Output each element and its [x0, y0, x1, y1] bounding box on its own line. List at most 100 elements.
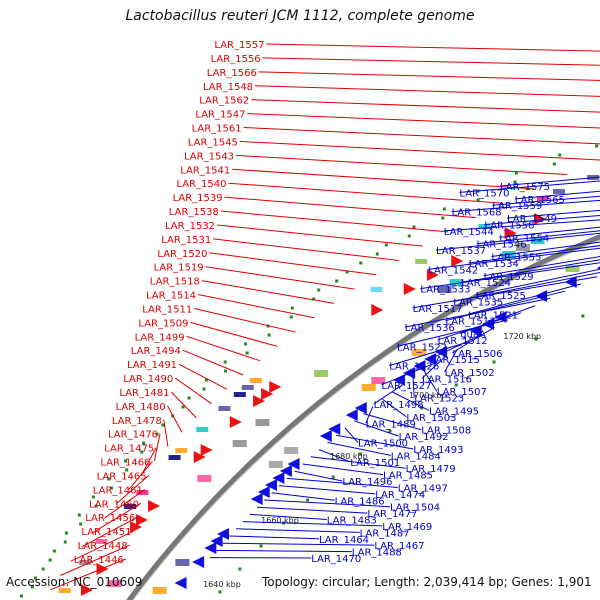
left-leader-line	[194, 307, 296, 333]
gene-block	[437, 286, 452, 293]
reverse-gene-arrow	[319, 430, 332, 442]
left-leader-line	[178, 363, 228, 390]
left-gene-label: LAR_1511	[142, 304, 192, 315]
forward-gene-arrow	[403, 283, 416, 295]
right-gene-label: LAR_1488	[352, 548, 402, 559]
genome-summary-text: Topology: circular; Length: 2,039,414 bp…	[262, 575, 592, 589]
gc-dot	[187, 396, 191, 400]
right-leader-line	[483, 255, 600, 277]
gene-block	[371, 377, 386, 384]
right-gene-label: LAR_1534	[469, 259, 519, 270]
gc-dot	[77, 513, 81, 517]
gc-dot-inner	[331, 475, 335, 479]
gc-dot	[94, 504, 98, 508]
right-leader-line	[506, 209, 600, 219]
right-gene-label: LAR_1575	[500, 182, 550, 193]
right-leader-line	[279, 485, 376, 495]
right-gene-label: LAR_1507	[437, 387, 487, 398]
right-gene-label: LAR_1525	[476, 291, 526, 302]
right-gene-label: LAR_1517	[413, 304, 463, 315]
left-gene-label: LAR_1545	[188, 137, 238, 148]
gene-block-outer	[196, 427, 209, 432]
left-leader-line	[232, 168, 534, 190]
right-leader-line	[460, 259, 600, 283]
gc-dot	[48, 558, 52, 562]
forward-gene-arrow	[80, 584, 93, 596]
reverse-gene-arrow	[469, 325, 482, 337]
right-leader-line	[476, 230, 600, 245]
right-gene-label: LAR_1467	[374, 541, 424, 552]
accession-text: Accession: NC_010609	[6, 575, 143, 589]
reverse-gene-arrow	[192, 556, 205, 568]
right-gene-label: LAR_1526	[389, 362, 439, 373]
gc-dot	[140, 450, 144, 454]
gc-dot	[64, 531, 68, 535]
reverse-gene-arrow	[354, 402, 367, 414]
right-gene-label: LAR_1484	[391, 451, 441, 462]
left-leader-line	[182, 349, 244, 376]
reverse-gene-arrow	[204, 542, 217, 554]
reverse-gene-arrow	[328, 423, 341, 435]
left-gene-label: LAR_1540	[176, 179, 226, 190]
right-gene-label: LAR_1486	[335, 496, 385, 507]
gc-dot	[513, 180, 517, 184]
scale-ticks: 1640 kbp 1660 kbp 1680 kbp 1700 kbp 1720 kbp…	[203, 332, 541, 589]
left-gene-label: LAR_1566	[207, 68, 257, 79]
gc-dot-inner	[388, 429, 392, 433]
right-leader-line	[373, 384, 403, 405]
gc-dot-inner	[492, 360, 496, 364]
left-gene-label: LAR_1491	[127, 360, 177, 371]
gc-dot-inner	[218, 590, 222, 594]
gene-block	[268, 461, 283, 468]
right-leader-line	[344, 427, 359, 443]
right-gene-label: LAR_1529	[484, 272, 534, 283]
reverse-gene-arrow	[403, 367, 416, 379]
right-gene-label: LAR_1515	[430, 355, 480, 366]
left-gene-label: LAR_1509	[138, 318, 188, 329]
forward-gene-arrow	[451, 255, 464, 267]
right-gene-label: LAR_1516	[422, 374, 472, 385]
gene-block-outer	[536, 196, 549, 201]
right-gene-label: LAR_1483	[327, 516, 377, 527]
left-leader-line	[153, 433, 161, 462]
right-leader-line	[420, 262, 600, 290]
right-gene-label: LAR_1477	[367, 509, 417, 520]
gc-dot	[124, 459, 128, 463]
right-leader-line	[412, 377, 415, 398]
right-gene-label: LAR_1502	[445, 368, 495, 379]
left-leader-line	[209, 252, 377, 276]
left-leader-line	[224, 196, 475, 219]
left-gene-label: LAR_1514	[146, 291, 196, 302]
left-gene-label: LAR_1541	[180, 165, 230, 176]
left-leader-line	[205, 266, 355, 290]
right-leader-line	[435, 232, 600, 251]
gene-block	[565, 265, 580, 272]
gene-block	[530, 237, 545, 244]
right-gene-label: LAR_1522	[397, 342, 447, 353]
reverse-gene-arrow	[287, 458, 300, 470]
right-leader-line	[236, 528, 360, 533]
right-gene-label: LAR_1570	[459, 188, 509, 199]
scale-tick-label: 1660 kbp	[261, 516, 299, 525]
reverse-gene-arrow	[413, 360, 426, 372]
right-leader-line	[443, 219, 600, 232]
right-gene-label: LAR_1559	[492, 201, 542, 212]
left-gene-label: LAR_1475	[104, 444, 154, 455]
gene-block	[255, 419, 270, 426]
map-title: Lactobacillus reuteri JCM 1112, complete…	[125, 8, 475, 24]
left-leader-line	[190, 321, 278, 347]
left-leader-line	[104, 488, 146, 519]
left-gene-label: LAR_1547	[195, 110, 245, 121]
backbone-highlight	[132, 239, 600, 600]
left-gene-label: LAR_1446	[74, 555, 124, 566]
gc-dot	[441, 216, 445, 220]
right-gene-label: LAR_1533	[420, 285, 470, 296]
right-gene-label: LAR_1474	[375, 490, 425, 501]
gene-block-outer	[370, 287, 383, 292]
gc-dot	[41, 567, 45, 571]
gene-block	[197, 475, 212, 482]
gc-dot	[476, 198, 480, 202]
right-leader-line	[382, 398, 407, 418]
